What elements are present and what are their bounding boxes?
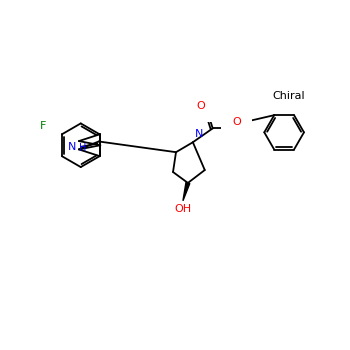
- Text: Chiral: Chiral: [273, 91, 306, 100]
- Text: N: N: [195, 129, 203, 139]
- Text: O: O: [232, 117, 241, 127]
- Polygon shape: [183, 182, 190, 201]
- Text: O: O: [196, 100, 205, 111]
- Text: F: F: [40, 121, 46, 131]
- Text: N: N: [68, 142, 76, 152]
- Text: OH: OH: [174, 204, 191, 214]
- Text: H: H: [79, 143, 86, 153]
